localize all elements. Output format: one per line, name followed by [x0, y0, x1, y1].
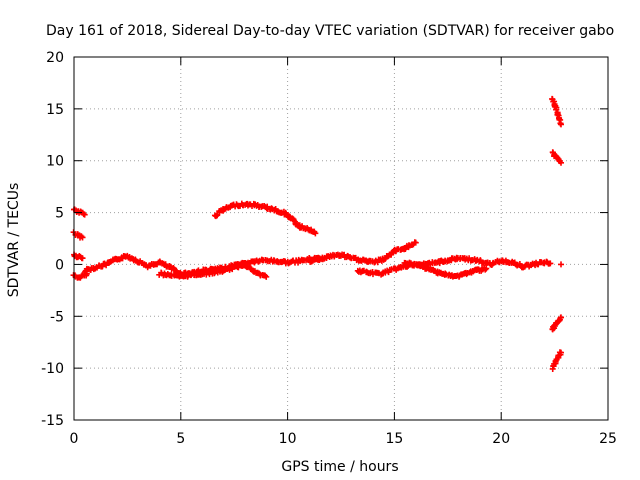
data-point	[412, 239, 419, 246]
series-arc-end-3	[549, 314, 565, 333]
y-tick-label: -15	[41, 413, 64, 429]
y-tick-labels: -15 -10 -5 0 5 10 15 20	[41, 50, 64, 429]
data-point	[78, 233, 85, 240]
data-point	[263, 273, 270, 280]
data-point	[255, 258, 262, 265]
y-tick-label: 0	[55, 257, 64, 273]
series-arc-mid	[305, 239, 419, 266]
x-tick-label: 10	[279, 431, 297, 447]
y-tick-label: 5	[55, 206, 64, 222]
data-point	[312, 230, 319, 237]
y-axis-label: SDTVAR / TECUs	[6, 183, 22, 298]
y-tick-label: 15	[46, 102, 64, 118]
tick-marks	[73, 56, 609, 421]
y-tick-label: 20	[46, 50, 64, 66]
data-point	[79, 255, 86, 262]
series-arc-end-1	[549, 95, 565, 128]
data-point	[558, 121, 565, 128]
y-tick-label: -5	[50, 309, 64, 325]
data-point	[558, 314, 565, 321]
data-point	[558, 261, 565, 268]
data-points	[70, 95, 565, 372]
data-point	[79, 234, 86, 241]
y-tick-label: 10	[46, 154, 64, 170]
series-arc-main-lower	[156, 262, 270, 280]
data-point	[442, 270, 449, 277]
x-tick-label: 20	[492, 431, 510, 447]
data-point	[483, 265, 490, 272]
series-arc-end-2	[549, 149, 565, 166]
series-arc-late	[401, 254, 554, 271]
x-axis-label: GPS time / hours	[281, 459, 398, 475]
data-point	[81, 211, 88, 218]
chart-title: Day 161 of 2018, Sidereal Day-to-day VTE…	[46, 23, 614, 39]
x-tick-labels: 0 5 10 15 20 25	[70, 431, 617, 447]
series-arc-hump	[211, 200, 319, 237]
data-point	[547, 260, 554, 267]
data-point	[463, 271, 470, 278]
data-point	[482, 266, 489, 273]
x-tick-label: 5	[176, 431, 185, 447]
series-arc-end-4	[549, 349, 565, 372]
series-arc-end-5	[558, 261, 565, 268]
x-tick-label: 0	[70, 431, 79, 447]
series-arc-main	[82, 252, 323, 278]
plot-frame	[73, 56, 609, 421]
data-point	[558, 159, 565, 166]
data-point	[558, 349, 565, 356]
x-tick-label: 15	[385, 431, 403, 447]
y-tick-label: -10	[41, 361, 64, 377]
x-tick-label: 25	[599, 431, 617, 447]
